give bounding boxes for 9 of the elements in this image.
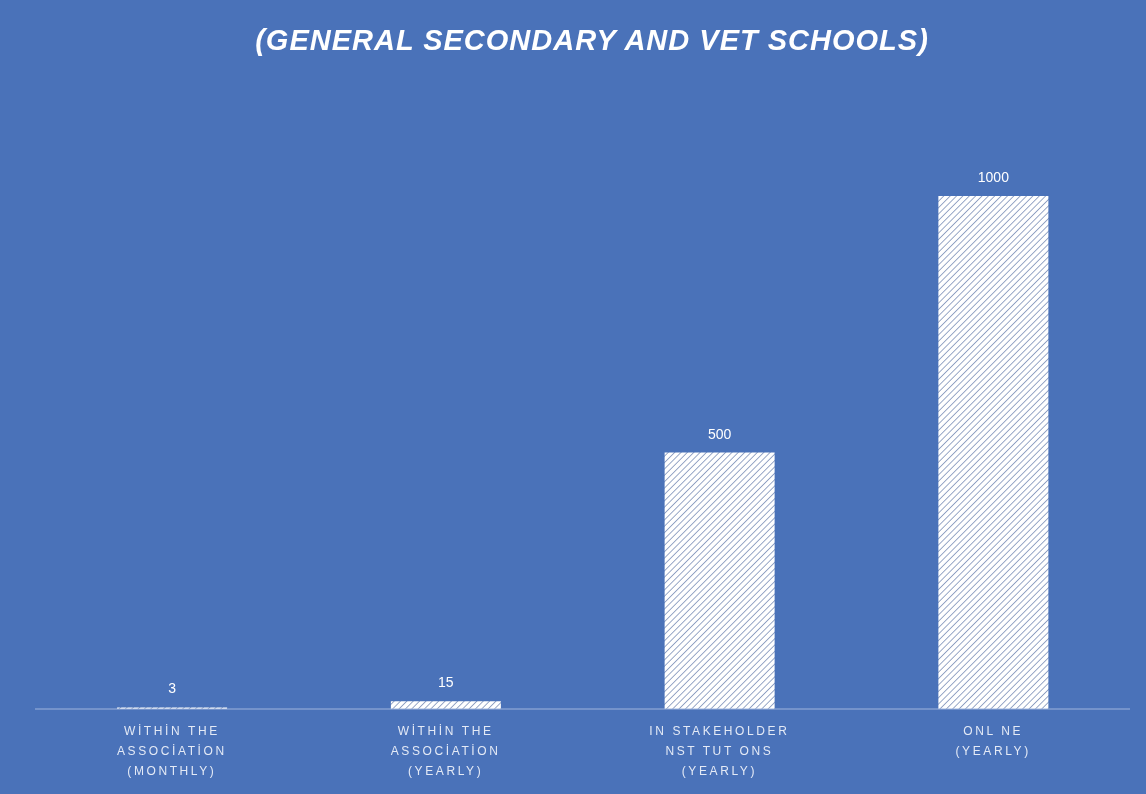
x-tick-label: IN STAKEHOLDER NST TUT ONS (YEARLY) xyxy=(649,724,790,778)
x-tick-label: WİTHİN THE ASSOCİATİON (MONTHLY) xyxy=(117,724,227,778)
data-label: 15 xyxy=(438,674,454,691)
data-label: 1000 xyxy=(977,169,1010,185)
x-tick-label: ONL NE (YEARLY) xyxy=(955,724,1031,758)
chart-title: (GENERAL SECONDARY AND VET SCHOOLS) xyxy=(254,24,930,57)
x-tick-label: WİTHİN THE ASSOCİATİON (YEARLY) xyxy=(390,724,501,778)
data-label: 3 xyxy=(168,680,177,697)
data-label: 500 xyxy=(707,425,732,442)
